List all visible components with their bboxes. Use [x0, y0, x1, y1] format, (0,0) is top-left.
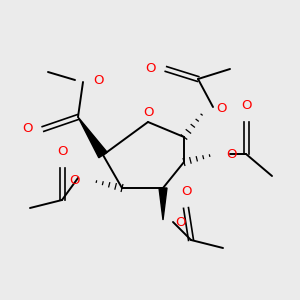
- Text: O: O: [241, 99, 251, 112]
- Text: O: O: [143, 106, 153, 119]
- Polygon shape: [78, 117, 107, 158]
- Text: O: O: [93, 74, 104, 86]
- Text: O: O: [175, 215, 185, 229]
- Polygon shape: [159, 188, 167, 220]
- Text: O: O: [57, 145, 67, 158]
- Text: O: O: [226, 148, 236, 160]
- Text: O: O: [146, 62, 156, 76]
- Text: O: O: [181, 185, 191, 198]
- Text: O: O: [216, 103, 226, 116]
- Text: O: O: [22, 122, 33, 136]
- Text: O: O: [70, 173, 80, 187]
